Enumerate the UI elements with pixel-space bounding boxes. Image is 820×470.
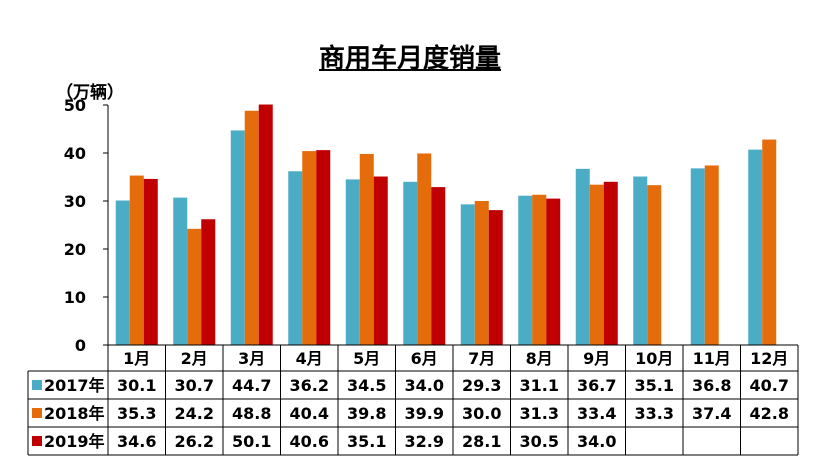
bar — [460, 204, 475, 345]
category-label: 5月 — [353, 349, 380, 368]
bar — [762, 139, 777, 345]
bar — [518, 195, 533, 345]
bar — [115, 200, 130, 345]
category-label: 3月 — [238, 349, 265, 368]
data-label: 40.7 — [750, 376, 789, 395]
data-label: 31.3 — [520, 404, 559, 423]
bar — [417, 153, 432, 345]
bar — [474, 201, 489, 345]
data-label: 28.1 — [462, 432, 501, 451]
bar — [532, 194, 547, 345]
data-label: 34.0 — [405, 376, 444, 395]
category-label: 12月 — [750, 349, 788, 368]
bar — [359, 153, 374, 345]
category-label: 1月 — [123, 349, 150, 368]
category-label: 10月 — [635, 349, 673, 368]
legend-label: 2019年 — [44, 432, 105, 451]
data-label: 30.1 — [117, 376, 156, 395]
legend-key — [32, 408, 42, 418]
data-label: 30.5 — [520, 432, 559, 451]
data-table: 1月 2月 3月 4月 5月 6月 7月 8月 9月 10月 11月 12月 2017年 30.1 30.7… — [27, 344, 799, 456]
data-label: 26.2 — [175, 432, 214, 451]
data-label: 39.9 — [405, 404, 444, 423]
legend-key — [32, 380, 42, 390]
data-label: 39.8 — [347, 404, 386, 423]
data-label: 37.4 — [692, 404, 731, 423]
data-label: 48.8 — [232, 404, 271, 423]
bar — [129, 175, 144, 345]
data-label: 36.7 — [577, 376, 616, 395]
data-label: 34.0 — [577, 432, 616, 451]
bar — [187, 228, 202, 345]
bar — [633, 176, 648, 345]
category-label: 4月 — [296, 349, 323, 368]
bar — [403, 181, 418, 345]
data-label: 50.1 — [232, 432, 271, 451]
category-label: 11月 — [693, 349, 731, 368]
data-label: 30.0 — [462, 404, 501, 423]
category-label: 6月 — [411, 349, 438, 368]
bar — [704, 165, 719, 345]
y-tick-label: 40 — [64, 144, 86, 163]
data-label: 30.7 — [175, 376, 214, 395]
data-label: 24.2 — [175, 404, 214, 423]
bar — [431, 187, 446, 345]
bar — [244, 110, 259, 345]
y-tick-label: 20 — [64, 240, 86, 259]
category-label: 2月 — [181, 349, 208, 368]
bar — [143, 178, 158, 345]
bar — [230, 130, 245, 345]
data-label: 36.2 — [290, 376, 329, 395]
bar — [575, 168, 590, 345]
bar — [288, 171, 303, 345]
category-label: 9月 — [583, 349, 610, 368]
data-label: 40.6 — [290, 432, 329, 451]
legend-key — [32, 436, 42, 446]
data-label: 33.3 — [635, 404, 674, 423]
bar — [603, 181, 618, 345]
data-label: 31.1 — [520, 376, 559, 395]
legend-label: 2017年 — [44, 376, 105, 395]
bar — [647, 185, 662, 345]
bar — [316, 150, 331, 345]
bar — [589, 184, 604, 345]
bar — [690, 168, 705, 345]
data-label: 34.6 — [117, 432, 156, 451]
data-label: 36.8 — [692, 376, 731, 395]
data-label: 42.8 — [750, 404, 789, 423]
data-label: 40.4 — [290, 404, 329, 423]
bars — [115, 104, 777, 346]
y-tick-label: 0 — [75, 336, 86, 355]
bar — [302, 151, 317, 345]
bar — [258, 104, 273, 346]
bar — [173, 197, 188, 345]
data-label: 32.9 — [405, 432, 444, 451]
y-tick-label: 30 — [64, 192, 86, 211]
bar — [373, 176, 388, 345]
data-label: 35.1 — [347, 432, 386, 451]
category-label: 7月 — [468, 349, 495, 368]
axes: 0 10 20 30 40 50 — [64, 96, 109, 355]
chart-title: 商用车月度销量 — [318, 44, 501, 74]
y-tick-label: 50 — [64, 96, 86, 115]
legend-label: 2018年 — [44, 404, 105, 423]
bar — [345, 179, 360, 345]
data-label: 33.4 — [577, 404, 616, 423]
category-label: 8月 — [526, 349, 553, 368]
bar — [488, 210, 503, 345]
bar — [748, 149, 763, 345]
data-label: 35.3 — [117, 404, 156, 423]
data-label: 29.3 — [462, 376, 501, 395]
data-label: 35.1 — [635, 376, 674, 395]
bar — [546, 198, 561, 345]
y-axis-unit-label: （万辆） — [56, 83, 124, 103]
data-label: 34.5 — [347, 376, 386, 395]
data-label: 44.7 — [232, 376, 271, 395]
bar — [201, 219, 216, 345]
y-tick-label: 10 — [64, 288, 86, 307]
